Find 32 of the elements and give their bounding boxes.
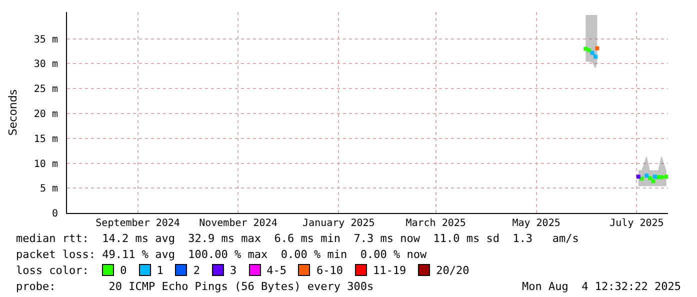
legend-title: loss color: [16, 264, 89, 277]
text: Mon Aug 4 12:32:22 2025 [522, 279, 681, 295]
y-tick-label: 25 m [34, 84, 58, 96]
x-tick-label: January 2025 [302, 218, 375, 229]
legend-label: 3 [228, 264, 237, 277]
y-tick-label: 5 m [40, 184, 58, 195]
x-tick-label: May 2025 [512, 218, 560, 229]
y-tick-label: 30 m [34, 59, 58, 70]
point [594, 54, 598, 59]
text: packet loss: 49.11 % avg 100.00 % max 0.00 % min 0.00 % now [16, 247, 428, 263]
y-tick-label: 10 m [34, 158, 58, 170]
y-axis-title: Seconds [6, 89, 20, 136]
y-tick-label: 15 m [34, 134, 58, 145]
legend-label: 1 [156, 264, 164, 277]
x-tick-label: March 2025 [406, 218, 466, 229]
legend-label: 11-19 [372, 264, 406, 277]
point [659, 175, 664, 180]
legend-label: 20/20 [435, 264, 470, 277]
legend-label: 6-10 [315, 264, 343, 277]
y-tick-label: 20 m [34, 109, 58, 120]
legend-label: 0 [119, 264, 127, 277]
text: probe: 20 ICMP Echo Pings (56 Bytes) every 300s [16, 280, 374, 293]
x-tick-label: November 2024 [199, 218, 278, 229]
point [590, 50, 594, 55]
x-tick-label: September 2024 [96, 218, 180, 229]
legend-label: 2 [192, 264, 200, 277]
point [664, 174, 668, 179]
y-tick-label: 0 [52, 208, 58, 220]
y-tick-label: 35 m [34, 34, 58, 46]
legend-label: 4-5 [266, 264, 286, 277]
x-tick-label: July 2025 [610, 218, 664, 229]
text: median rtt: 14.2 ms avg 32.9 ms max 6.6 ms min 7.3 ms now 11.0 ms sd 1.3 am/s [16, 231, 580, 247]
